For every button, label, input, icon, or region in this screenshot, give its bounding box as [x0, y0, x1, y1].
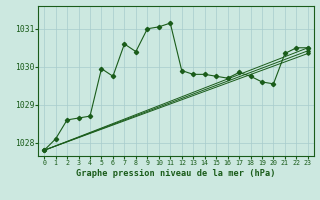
X-axis label: Graphe pression niveau de la mer (hPa): Graphe pression niveau de la mer (hPa) — [76, 169, 276, 178]
